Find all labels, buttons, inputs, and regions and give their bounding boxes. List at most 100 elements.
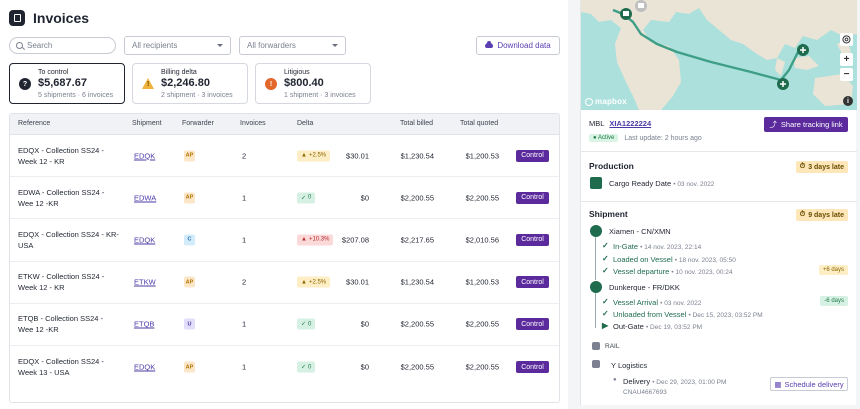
card-title: Litigious (284, 69, 310, 76)
question-icon: ? (19, 78, 31, 90)
control-button[interactable]: Control (516, 149, 549, 162)
status-row: ● Active Last update: 2 hours ago (589, 134, 702, 142)
header-delta[interactable]: Delta (297, 120, 314, 127)
header-shipment[interactable]: Shipment (132, 120, 162, 127)
dot-icon: ● (613, 377, 617, 383)
card-value: $2,246.80 (161, 77, 210, 89)
status-badge: ● Active (589, 134, 619, 142)
rail-icon (592, 342, 600, 350)
delta-badge: ✓ 0 (297, 192, 316, 204)
table-body: EDQX - Collection SS24 - Week 12 - KR ED… (10, 135, 559, 388)
shipment-link[interactable]: EDQK (134, 362, 156, 372)
forwarders-select-value: All forwarders (247, 41, 296, 50)
total-billed: $1,230.54 (400, 151, 434, 161)
card-value: $5,687.67 (38, 77, 87, 89)
delta-arrow-icon: ✓ (301, 321, 307, 328)
shipment-link[interactable]: EDWA (134, 193, 157, 203)
table-row[interactable]: EDQX - Collection SS24 - KR-USA EDQK C 1… (10, 219, 559, 262)
rail-label: RAIL (605, 343, 620, 350)
header-reference[interactable]: Reference (18, 120, 51, 127)
delta-percent: +2.5% (308, 279, 327, 286)
production-title: Production (589, 161, 634, 171)
warning-icon (142, 78, 154, 89)
reference-cell: ETQB - Collection SS24 - Wee 12 -KR (18, 314, 104, 335)
delta-percent: 0 (308, 364, 312, 371)
recipients-select[interactable]: All recipients (124, 36, 231, 55)
info-icon[interactable]: i (843, 96, 853, 106)
chevron-down-icon (332, 44, 338, 47)
delta-badge: ▲ +2.5% (297, 276, 331, 288)
share-label: Share tracking link (780, 120, 843, 129)
control-button[interactable]: Control (516, 318, 549, 331)
invoices-count: 1 (242, 319, 247, 329)
zoom-out-button[interactable]: − (840, 68, 853, 81)
mbl-link[interactable]: XIA1222224 (609, 119, 652, 128)
cargo-ready-event: Cargo Ready Date • 03 nov. 2022 (609, 179, 715, 188)
factory-icon (590, 177, 602, 189)
invoices-count: 2 (242, 277, 247, 287)
logistics-provider: Y Logistics (611, 361, 648, 370)
shipment-link[interactable]: EDQK (134, 235, 156, 245)
delta-value: $0 (360, 319, 369, 329)
header-total-billed[interactable]: Total billed (400, 120, 434, 127)
chevron-down-icon (217, 44, 223, 47)
card-subtitle: 5 shipments · 6 invoices (38, 92, 114, 99)
search-input[interactable] (27, 41, 107, 50)
download-data-button[interactable]: Download data (476, 36, 560, 55)
invoices-panel: Invoices All recipients All forwarders D… (0, 0, 568, 409)
table-row[interactable]: EDQX - Collection SS24 - Week 13 - USA E… (10, 346, 559, 388)
search-box[interactable] (9, 37, 116, 54)
schedule-delivery-label: Schedule delivery (784, 379, 844, 389)
schedule-delivery-button[interactable]: ▦ Schedule delivery (770, 377, 848, 391)
check-icon: ✓ (602, 241, 609, 250)
event-delivery: Delivery • Dec 29, 2023, 01:00 PM (623, 377, 727, 386)
mapbox-logo: mapbox (585, 97, 627, 106)
shipment-link[interactable]: ETKW (134, 277, 156, 287)
route-map[interactable]: ◎ + − mapbox i (581, 0, 857, 110)
card-subtitle: 1 shipment · 3 invoices (284, 92, 356, 99)
control-button[interactable]: Control (516, 361, 549, 374)
table-row[interactable]: ETKW - Collection SS24 - Week 12 - KR ET… (10, 262, 559, 304)
forwarders-select[interactable]: All forwarders (239, 36, 346, 55)
total-quoted: $2,200.55 (465, 362, 499, 372)
control-button[interactable]: Control (516, 233, 549, 246)
delta-arrow-icon: ▲ (301, 236, 307, 243)
divider (581, 201, 857, 202)
total-billed: $2,200.55 (400, 362, 434, 372)
total-billed: $2,217.65 (400, 235, 434, 245)
check-icon: ✓ (602, 254, 609, 263)
tracking-panel: ◎ + − mapbox i MBL XIA1222224 ⤴ Share tr… (580, 0, 857, 405)
container-number: CNAU4667693 (623, 389, 667, 396)
delta-value: $30.01 (346, 277, 369, 287)
share-tracking-link-button[interactable]: ⤴ Share tracking link (764, 117, 848, 132)
zoom-in-button[interactable]: + (840, 53, 853, 66)
shipment-link[interactable]: ETQB (134, 319, 155, 329)
delta-badge: ▲ +2.5% (297, 150, 331, 162)
card-to-control[interactable]: ? To control $5,687.67 5 shipments · 6 i… (9, 63, 125, 104)
header-forwarder[interactable]: Forwarder (182, 120, 214, 127)
shipment-link[interactable]: EDQK (134, 151, 156, 161)
header-invoices[interactable]: Invoices (240, 120, 266, 127)
delta-value: $30.01 (346, 151, 369, 161)
control-button[interactable]: Control (516, 191, 549, 204)
delta-percent: +10.3% (308, 236, 330, 243)
delta-value: $0 (360, 193, 369, 203)
table-row[interactable]: EDQX - Collection SS24 - Week 12 - KR ED… (10, 135, 559, 178)
destination-port: Dunkerque - FR/DKK (609, 283, 680, 292)
delta-percent: 0 (308, 321, 312, 328)
anchor-icon (590, 225, 602, 237)
check-icon: ✓ (602, 266, 609, 275)
forwarder-badge: AP (184, 361, 195, 373)
forwarder-badge: AP (184, 276, 195, 288)
alert-icon: ! (265, 78, 277, 90)
table-row[interactable]: ETQB - Collection SS24 - Wee 12 -KR ETQB… (10, 304, 559, 346)
card-litigious[interactable]: ! Litigious $800.40 1 shipment · 3 invoi… (255, 63, 371, 104)
delta-arrow-icon: ▲ (301, 152, 307, 159)
globe-icon[interactable]: ◎ (840, 33, 853, 46)
forwarder-badge: C (184, 234, 195, 246)
control-button[interactable]: Control (516, 276, 549, 289)
card-billing-delta[interactable]: ! Billing delta $2,246.80 2 shipment · 3… (132, 63, 248, 104)
table-row[interactable]: EDWA - Collection SS24 - Wee 12 -KR EDWA… (10, 177, 559, 220)
header-total-quoted[interactable]: Total quoted (460, 120, 499, 127)
delta-badge: ✓ 0 (297, 361, 316, 373)
